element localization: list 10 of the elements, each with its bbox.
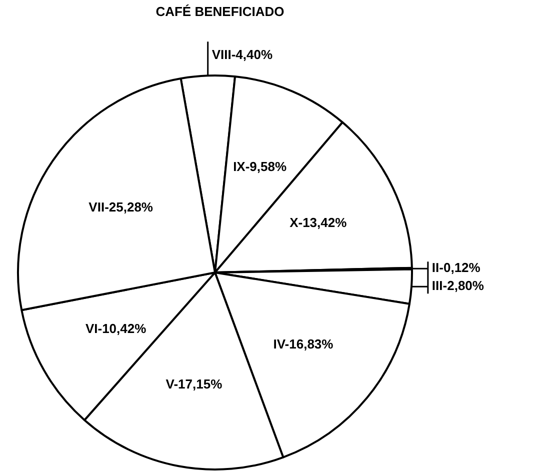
slice-label: VI-10,42% [85, 320, 147, 336]
slice-label: V-17,15% [166, 376, 223, 392]
chart-title: CAFÉ BENEFICIADO [154, 4, 286, 19]
slice-label: VIII-4,40% [212, 47, 273, 62]
slice-label: IX-9,58% [233, 158, 287, 174]
slice-label: II-0,12% [432, 260, 481, 276]
slice-label: X-13,42% [290, 214, 348, 230]
slice-label: IV-16,83% [273, 336, 334, 352]
slice-label: VII-25,28% [88, 199, 154, 214]
slice-label: III-2,80% [432, 278, 484, 294]
